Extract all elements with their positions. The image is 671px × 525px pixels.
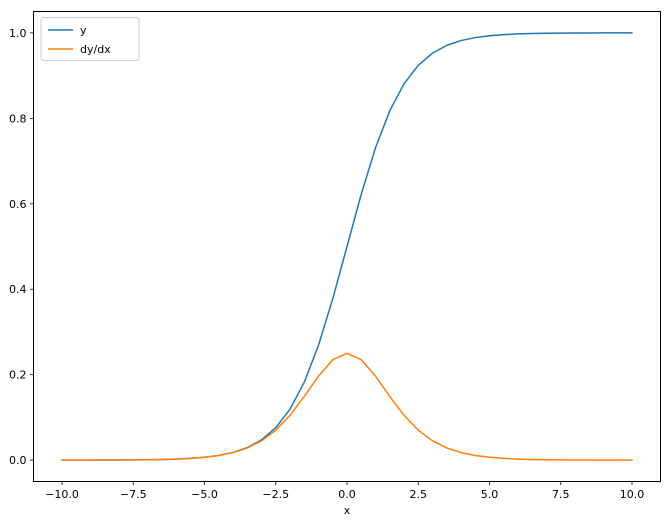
x-tick-label: −7.5 — [120, 488, 147, 501]
y-tick-label: 0.6 — [9, 198, 27, 211]
y-tick-label: 0.0 — [9, 454, 27, 467]
x-tick-label: 0.0 — [338, 488, 356, 501]
legend-label: dy/dx — [80, 43, 111, 56]
x-tick-label: −2.5 — [262, 488, 289, 501]
x-tick-label: 2.5 — [410, 488, 428, 501]
y-tick-label: 0.4 — [9, 283, 27, 296]
x-axis-label: x — [344, 504, 351, 517]
x-tick-label: −5.0 — [191, 488, 218, 501]
x-tick-label: 10.0 — [620, 488, 645, 501]
y-tick-label: 0.2 — [9, 369, 27, 382]
x-tick-label: 7.5 — [552, 488, 570, 501]
axes-frame — [33, 11, 661, 482]
x-tick-label: −10.0 — [45, 488, 79, 501]
y-tick-label: 0.8 — [9, 112, 27, 125]
series-line-dy-dx — [61, 352, 633, 461]
legend-label: y — [80, 24, 87, 37]
y-tick-label: 1.0 — [9, 27, 27, 40]
x-tick-label: 5.0 — [481, 488, 499, 501]
